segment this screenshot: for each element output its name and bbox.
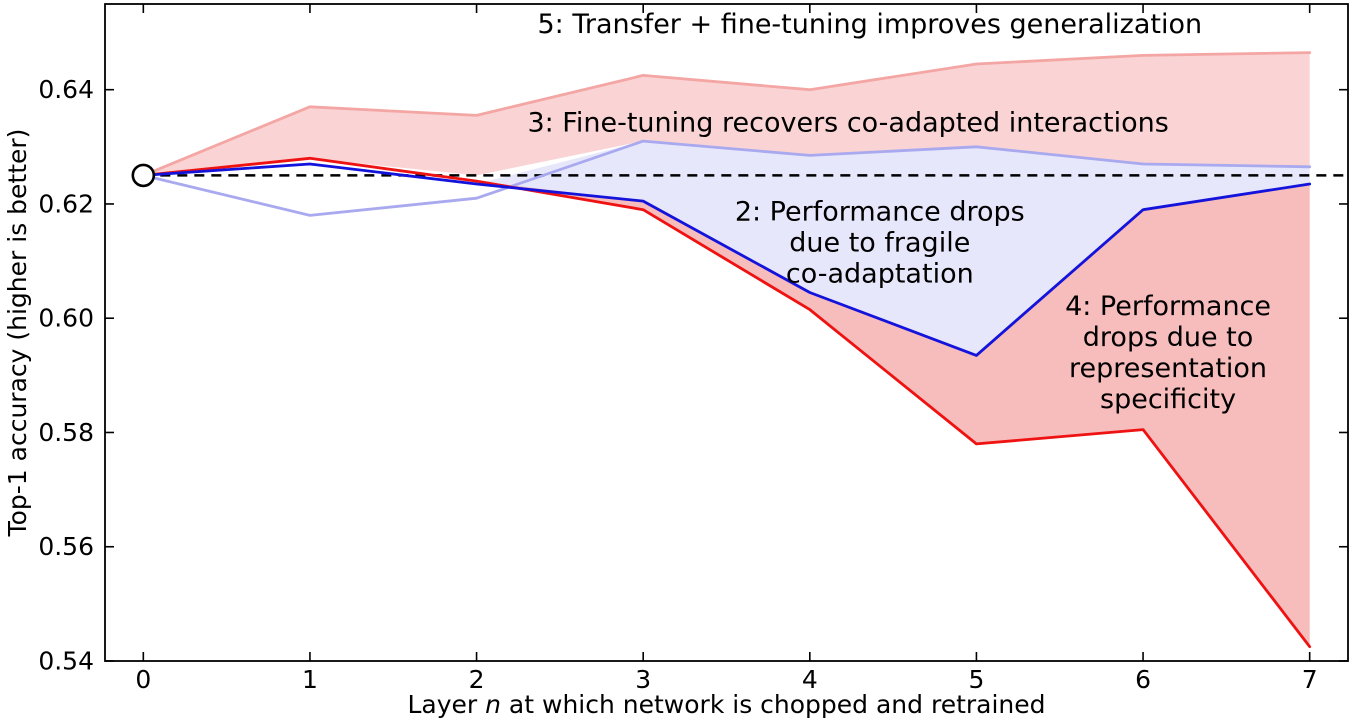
x-tick-label: 7 — [1302, 665, 1318, 694]
x-axis-label: Layer n at which network is chopped and … — [407, 690, 1045, 719]
y-tick-label: 0.64 — [38, 75, 94, 104]
y-tick-label: 0.62 — [38, 189, 94, 218]
y-tick-label: 0.56 — [38, 532, 94, 561]
annotation-4: specificity — [1100, 384, 1236, 415]
annotation-5: 5: Transfer + fine-tuning improves gener… — [537, 9, 1202, 40]
series-line-bnb — [141, 162, 1312, 357]
annotation-4: 4: Performance — [1065, 291, 1271, 322]
annotation-2: due to fragile — [789, 228, 970, 259]
annotation-2: co-adaptation — [786, 259, 974, 290]
x-axis-label-math-n: n — [485, 690, 501, 719]
x-tick-label: 1 — [302, 665, 318, 694]
plot-frame — [104, 3, 1349, 662]
y-tick-label: 0.58 — [38, 418, 94, 447]
x-tick-label: 3 — [635, 665, 651, 694]
x-tick-label: 0 — [135, 665, 151, 694]
region-5-fill — [143, 52, 1310, 176]
start-marker-circle — [131, 163, 156, 188]
annotation-4: drops due to — [1083, 322, 1254, 353]
x-tick-label: 4 — [802, 665, 818, 694]
y-tick-label: 0.60 — [38, 304, 94, 333]
annotation-4: representation — [1069, 353, 1267, 384]
annotation-2: 2: Performance drops — [735, 197, 1025, 228]
y-axis-label: Top-1 accuracy (higher is better) — [3, 129, 32, 538]
series-line-anb — [141, 156, 1312, 649]
x-tick-label: 6 — [1135, 665, 1151, 694]
region-2-fill — [143, 141, 1310, 356]
annotation-3: 3: Fine-tuning recovers co-adapted inter… — [527, 108, 1168, 139]
y-tick-label: 0.54 — [38, 647, 94, 676]
x-tick-label: 5 — [968, 665, 984, 694]
series-line-bnb_plus — [141, 139, 1312, 217]
x-tick-label: 2 — [469, 665, 485, 694]
series-line-anb_plus — [141, 51, 1312, 177]
region-4-fill — [143, 158, 1310, 647]
